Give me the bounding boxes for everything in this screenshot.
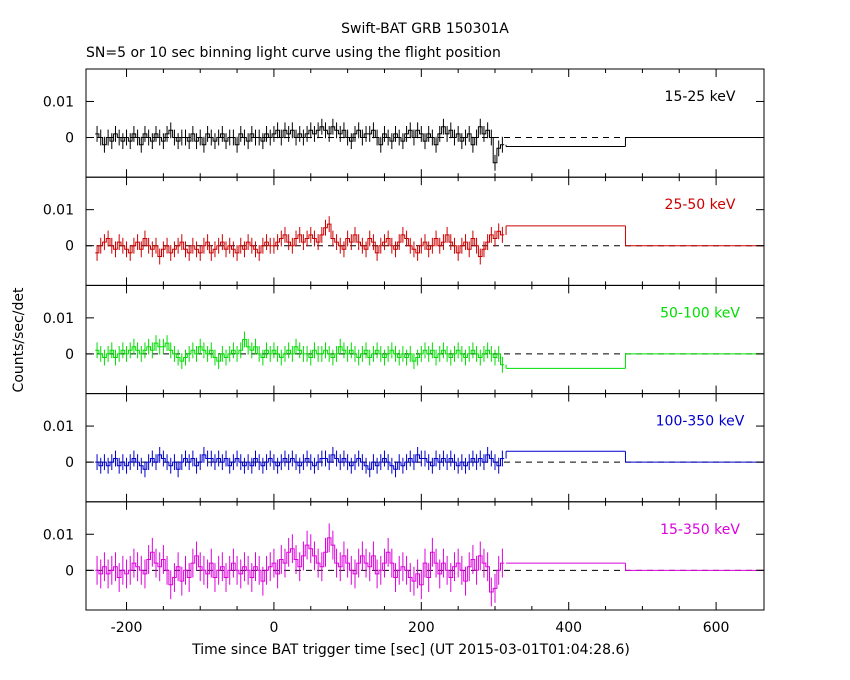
panel-0: 0 0.01 15-25 keV — [43, 68, 765, 178]
y-tick-label: 0.01 — [43, 527, 74, 543]
light-curve-step — [95, 126, 505, 164]
band-label: 100-350 keV — [656, 414, 745, 430]
x-axis-label: Time since BAT trigger time [sec] (UT 20… — [191, 642, 630, 658]
y-tick-label: 0 — [65, 563, 74, 579]
panel-frame — [85, 393, 765, 503]
x-tick-label: 0 — [269, 620, 278, 636]
band-label: 25-50 keV — [665, 197, 736, 213]
panel-3: 0 0.01 100-350 keV — [43, 393, 765, 503]
y-tick-label: 0 — [65, 131, 74, 147]
y-tick-label: 0.01 — [43, 419, 74, 435]
y-tick-label: 0 — [65, 347, 74, 363]
light-curve-step — [95, 339, 505, 366]
panel-frame — [85, 176, 765, 286]
x-tick-label: 600 — [703, 620, 730, 636]
panel-frame — [85, 284, 765, 395]
band-label: 15-350 keV — [660, 522, 740, 538]
light-curve-step — [95, 223, 505, 257]
chart-subtitle: SN=5 or 10 sec binning light curve using… — [86, 45, 501, 61]
y-axis-label: Counts/sec/det — [11, 287, 27, 392]
panel-1: 0 0.01 25-50 keV — [43, 176, 765, 286]
chart-title: Swift-BAT GRB 150301A — [341, 21, 509, 37]
x-tick-label: 400 — [555, 620, 582, 636]
y-tick-label: 0.01 — [43, 94, 74, 110]
panel-4: 0 0.01 15-350 keV — [43, 501, 765, 611]
y-tick-label: 0.01 — [43, 311, 74, 327]
light-curve-step — [95, 454, 505, 470]
x-tick-label: 200 — [408, 620, 435, 636]
y-tick-label: 0 — [65, 239, 74, 255]
band-label: 15-25 keV — [665, 89, 736, 105]
y-tick-label: 0 — [65, 455, 74, 471]
y-tick-label: 0.01 — [43, 203, 74, 219]
panel-frame — [85, 68, 765, 178]
panel-frame — [85, 501, 765, 611]
panel-2: 0 0.01 50-100 keV — [43, 284, 765, 395]
band-label: 50-100 keV — [660, 305, 740, 321]
x-tick-label: -200 — [111, 620, 143, 636]
